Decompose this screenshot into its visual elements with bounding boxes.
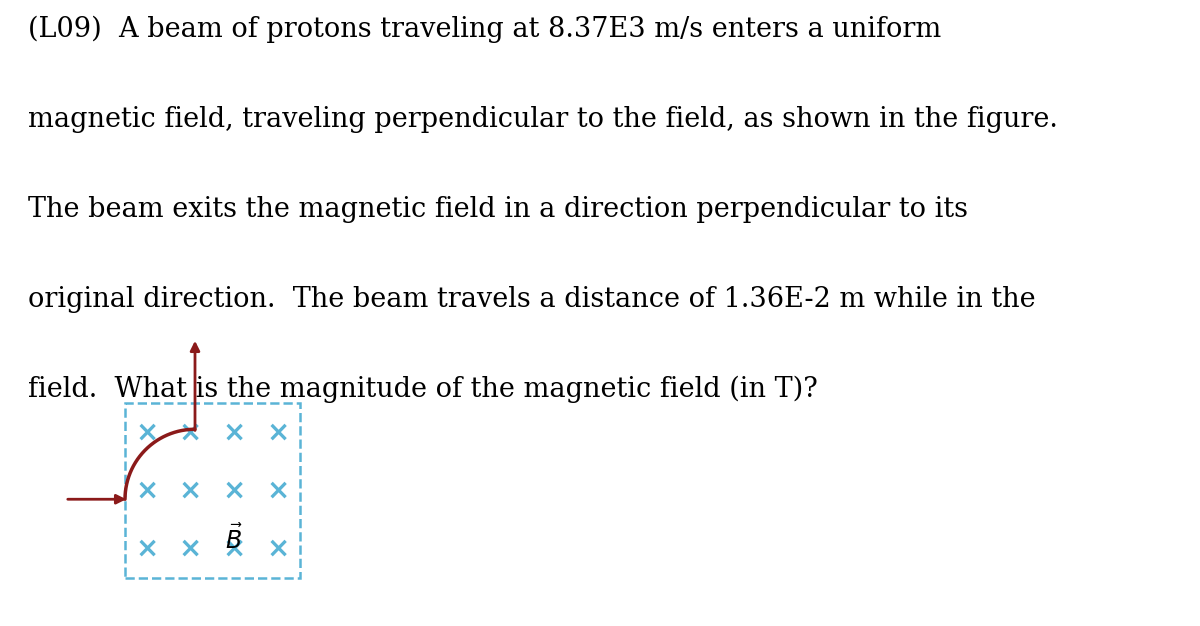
Text: ×: × xyxy=(266,535,289,563)
Text: magnetic field, traveling perpendicular to the field, as shown in the figure.: magnetic field, traveling perpendicular … xyxy=(28,106,1058,133)
Text: ×: × xyxy=(136,535,158,563)
Text: ×: × xyxy=(179,535,203,563)
Text: ×: × xyxy=(136,418,158,446)
Text: field.  What is the magnitude of the magnetic field (in T)?: field. What is the magnitude of the magn… xyxy=(28,376,818,403)
Text: ×: × xyxy=(223,535,246,563)
Text: ×: × xyxy=(179,476,203,505)
Text: original direction.  The beam travels a distance of 1.36E-2 m while in the: original direction. The beam travels a d… xyxy=(28,286,1036,313)
Bar xyxy=(125,403,300,578)
Text: ×: × xyxy=(179,418,203,446)
Text: ×: × xyxy=(266,476,289,505)
Text: (L09)  A beam of protons traveling at 8.37E3 m/s enters a uniform: (L09) A beam of protons traveling at 8.3… xyxy=(28,16,941,43)
Text: The beam exits the magnetic field in a direction perpendicular to its: The beam exits the magnetic field in a d… xyxy=(28,196,968,223)
Text: ×: × xyxy=(223,476,246,505)
Text: ×: × xyxy=(266,418,289,446)
Text: ×: × xyxy=(223,418,246,446)
Text: $\vec{B}$: $\vec{B}$ xyxy=(224,525,242,555)
Text: ×: × xyxy=(136,476,158,505)
